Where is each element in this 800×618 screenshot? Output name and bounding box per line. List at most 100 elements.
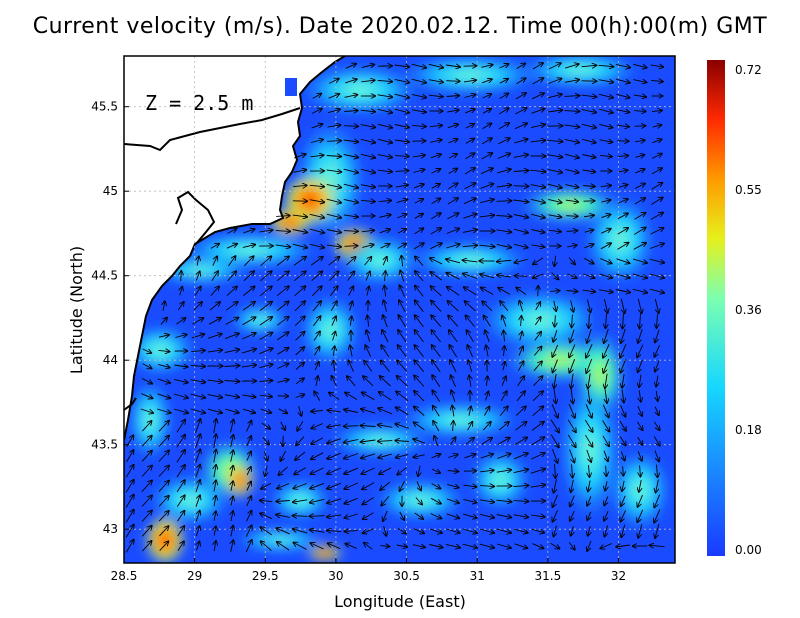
velocity-arrow [530,170,546,172]
velocity-arrow [395,424,409,429]
velocity-arrow [654,298,658,313]
velocity-arrow [344,482,358,489]
velocity-arrow [516,288,527,295]
velocity-arrow [465,153,475,160]
velocity-arrow [311,423,323,429]
velocity-arrow [530,485,545,487]
velocity-arrow [309,243,324,247]
velocity-arrow [295,332,305,341]
velocity-arrow [332,376,337,387]
velocity-arrow [601,200,611,202]
velocity-arrow [479,199,494,204]
velocity-arrow [566,291,578,292]
shallow-patch [285,78,297,96]
velocity-arrow [616,273,630,278]
velocity-arrow [479,528,494,533]
velocity-arrow [396,391,409,401]
velocity-arrow [515,406,526,416]
velocity-arrow [415,330,424,343]
velocity-arrow [598,80,614,83]
velocity-arrow [277,380,288,383]
velocity-arrow [344,531,358,532]
velocity-arrow [328,94,340,99]
velocity-arrow [214,526,216,536]
velocity-arrow [345,79,357,84]
velocity-arrow [361,230,374,232]
velocity-arrow [533,257,544,265]
velocity-arrow [533,361,542,371]
velocity-arrow [259,302,272,311]
velocity-arrow [158,421,169,432]
velocity-arrow [515,422,527,431]
velocity-arrow [513,228,528,233]
velocity-arrow [329,393,340,400]
velocity-arrow [181,271,182,282]
velocity-arrow [311,411,323,412]
velocity-arrow [463,198,476,205]
velocity-arrow [333,346,334,356]
velocity-arrow [639,390,641,402]
velocity-arrow [190,408,205,413]
velocity-arrow [599,290,613,292]
velocity-arrow [413,170,425,173]
velocity-arrow [553,510,558,521]
velocity-arrow [600,258,611,264]
velocity-arrow [141,496,152,507]
velocity-arrow [504,331,505,342]
border-line-bay [175,190,216,245]
velocity-arrow [177,511,185,522]
velocity-arrow [548,215,562,217]
velocity-arrow [514,139,527,144]
velocity-arrow [345,64,356,69]
velocity-arrow [516,391,525,402]
velocity-arrow [479,513,494,517]
velocity-arrow [464,454,476,459]
velocity-arrow [378,200,392,201]
velocity-arrow [395,441,409,442]
velocity-arrow [431,330,441,343]
velocity-arrow [309,200,325,203]
velocity-arrow [309,213,325,217]
velocity-arrow [606,465,607,476]
y-tick-label: 43 [103,522,118,536]
velocity-arrow [564,125,580,127]
velocity-arrow [433,421,440,432]
velocity-arrow [587,540,592,551]
colorbar-tick-label: 0.00 [735,543,762,557]
velocity-arrow [414,512,423,519]
velocity-arrow [246,451,251,461]
velocity-arrow [616,110,630,113]
velocity-arrow [142,421,151,432]
velocity-arrow [448,169,458,174]
velocity-arrow [327,425,341,427]
velocity-arrow [447,124,458,127]
velocity-arrow [176,450,185,463]
velocity-arrow [551,404,558,418]
velocity-arrow [344,111,358,112]
velocity-arrow [326,156,341,157]
velocity-arrow [344,438,359,442]
velocity-arrow [259,286,272,297]
velocity-arrow [384,300,387,312]
velocity-arrow [400,271,405,282]
velocity-arrow [482,109,491,114]
velocity-arrow [214,465,216,478]
velocity-arrow [533,273,544,278]
velocity-arrow [211,271,218,282]
velocity-arrow [246,421,252,432]
velocity-arrow [299,405,302,416]
x-tick-label: 32 [611,569,626,583]
velocity-arrow [583,273,594,278]
velocity-arrow [242,302,255,311]
velocity-arrow [362,392,375,401]
velocity-arrow [293,543,307,550]
velocity-arrow [395,171,409,172]
velocity-arrow [515,276,528,277]
velocity-arrow [446,513,460,518]
velocity-arrow [360,110,375,112]
velocity-arrow [447,213,458,220]
velocity-arrow [453,421,454,432]
velocity-arrow [293,500,308,502]
velocity-arrow [327,109,340,114]
velocity-arrow [651,154,662,159]
